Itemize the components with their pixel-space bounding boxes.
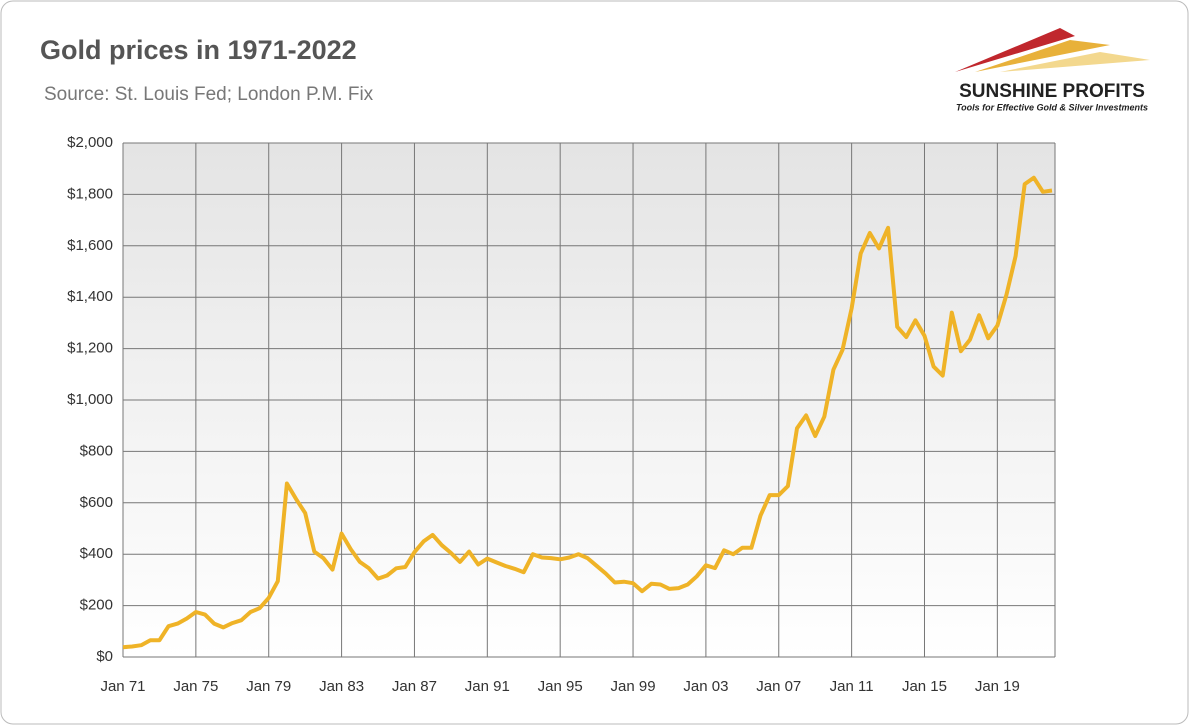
logo-swoosh <box>975 40 1110 72</box>
x-tick-label: Jan 87 <box>392 678 437 695</box>
y-tick-label: $1,000 <box>67 391 113 408</box>
x-tick-label: Jan 75 <box>173 678 218 695</box>
x-tick-label: Jan 07 <box>756 678 801 695</box>
x-tick-label: Jan 15 <box>902 678 947 695</box>
y-tick-label: $1,200 <box>67 340 113 357</box>
logo-name: SUNSHINE PROFITS <box>959 81 1145 102</box>
y-tick-label: $2,000 <box>67 134 113 151</box>
x-tick-label: Jan 11 <box>830 678 874 695</box>
y-tick-label: $800 <box>80 442 113 459</box>
x-tick-label: Jan 99 <box>611 678 656 695</box>
x-tick-label: Jan 71 <box>100 678 145 695</box>
x-tick-label: Jan 83 <box>319 678 364 695</box>
x-tick-label: Jan 95 <box>538 678 583 695</box>
y-tick-label: $1,600 <box>67 237 113 254</box>
chart-title: Gold prices in 1971-2022 <box>40 35 357 65</box>
y-tick-label: $600 <box>80 494 113 511</box>
y-tick-label: $400 <box>80 545 113 562</box>
logo-swoosh <box>1000 52 1150 72</box>
data-line <box>122 175 1053 650</box>
y-tick-label: $200 <box>80 597 113 614</box>
y-tick-label: $1,800 <box>67 185 113 202</box>
x-tick-label: Jan 91 <box>465 678 510 695</box>
x-tick-label: Jan 03 <box>683 678 728 695</box>
x-tick-label: Jan 79 <box>246 678 291 695</box>
x-tick-label: Jan 19 <box>975 678 1020 695</box>
y-tick-label: $0 <box>96 648 113 665</box>
logo-swoosh <box>955 28 1075 72</box>
y-tick-label: $1,400 <box>67 288 113 305</box>
logo-tagline: Tools for Effective Gold & Silver Invest… <box>956 102 1148 112</box>
chart-subtitle: Source: St. Louis Fed; London P.M. Fix <box>44 84 374 105</box>
logo: SUNSHINE PROFITS Tools for Effective Gol… <box>955 28 1150 112</box>
